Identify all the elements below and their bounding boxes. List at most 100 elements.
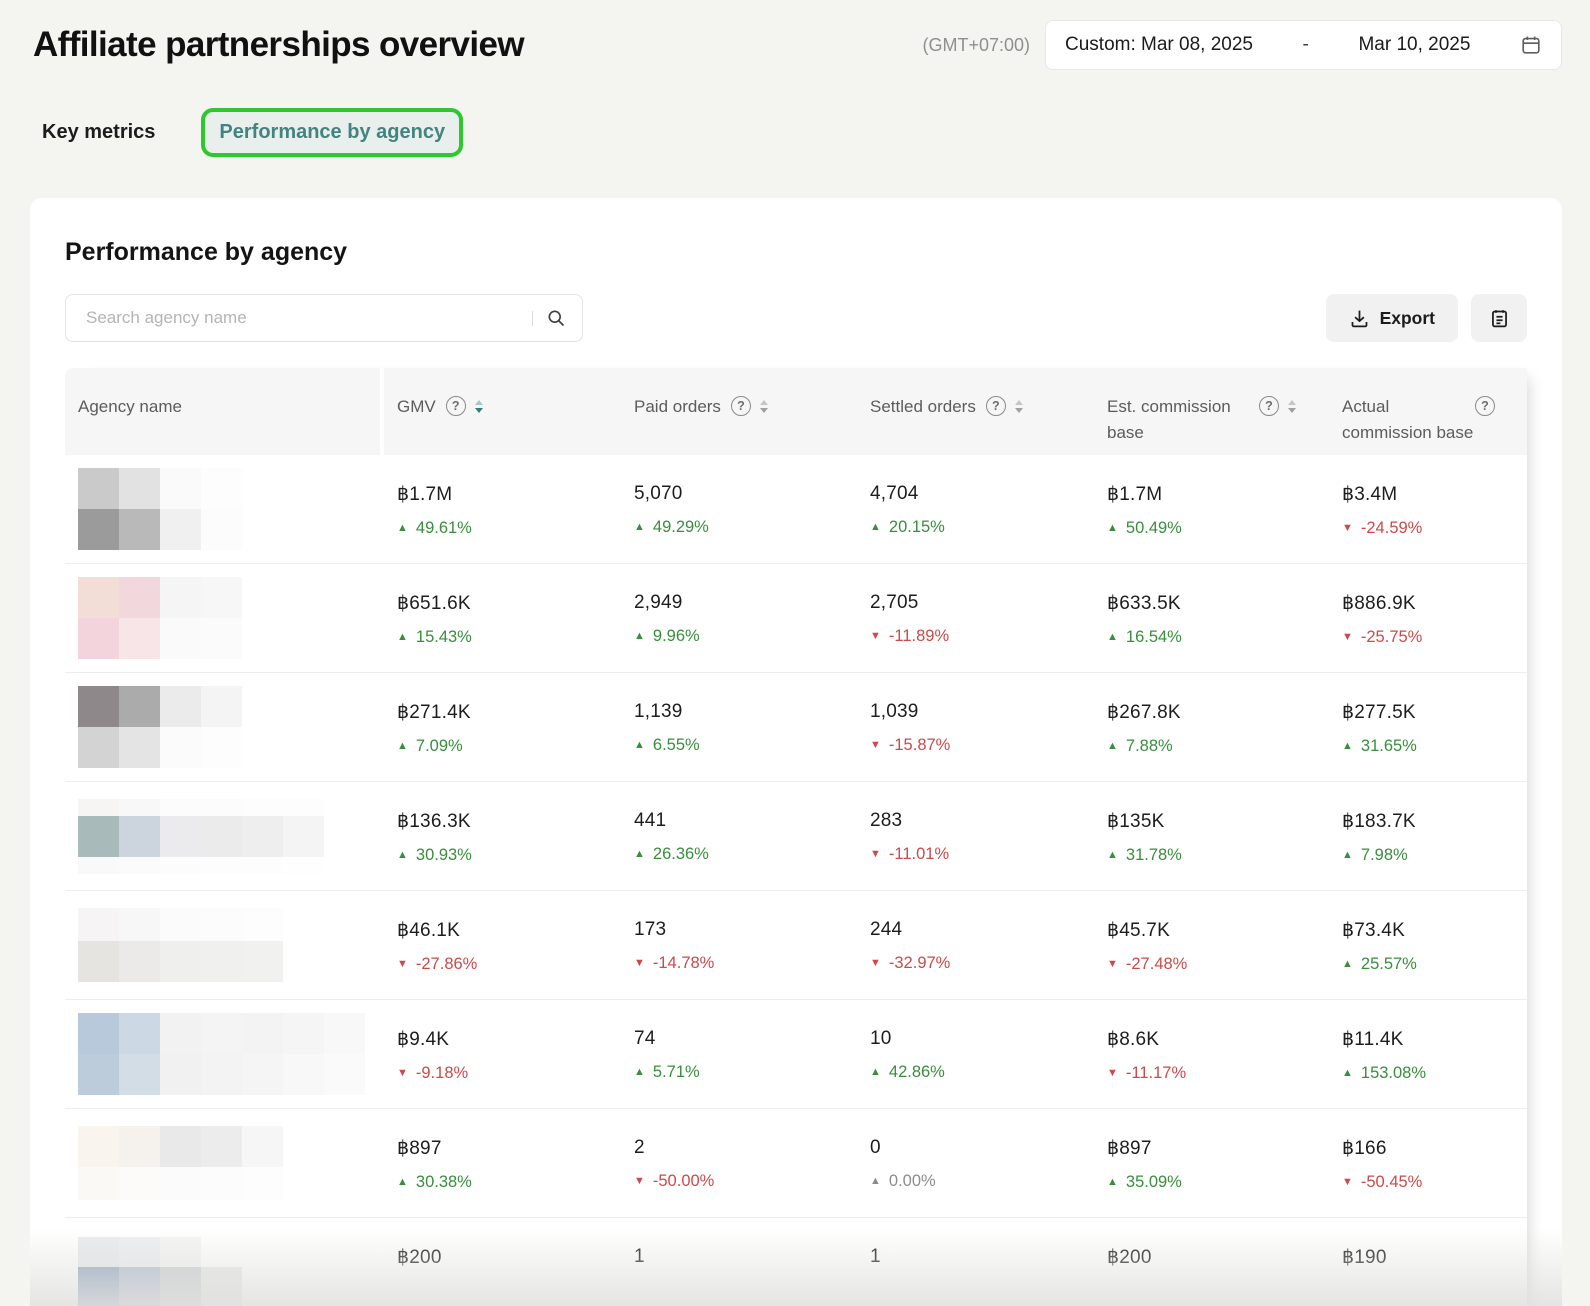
metric-value: ฿9.4K bbox=[397, 1029, 450, 1050]
help-icon[interactable]: ? bbox=[1259, 396, 1279, 416]
download-icon bbox=[1351, 310, 1367, 327]
arrow-down-icon: ▼ bbox=[1342, 1176, 1353, 1188]
blurred-agency-name bbox=[78, 798, 324, 874]
metric-delta: ▼ -27.48% bbox=[1107, 955, 1321, 974]
arrow-up-icon: ▲ bbox=[1342, 740, 1353, 752]
metric-value: ฿277.5K bbox=[1342, 702, 1416, 723]
arrow-up-icon: ▲ bbox=[634, 848, 645, 860]
actual-commission-base-cell: ฿3.4M ▼ -24.59% bbox=[1329, 455, 1527, 563]
metric-delta: ▲ 31.78% bbox=[1107, 846, 1321, 865]
column-header-est-commission-base[interactable]: Est. commission base? bbox=[1094, 368, 1329, 455]
settled-orders-cell: 2,705 ▼ -11.89% bbox=[857, 564, 1094, 672]
column-header-gmv[interactable]: GMV? bbox=[384, 368, 621, 455]
column-header-icons: ? bbox=[1259, 396, 1296, 416]
delta-percent: -24.59% bbox=[1360, 519, 1423, 537]
sort-icon[interactable] bbox=[759, 399, 768, 413]
agency-name-cell bbox=[65, 455, 384, 563]
delta-percent: 31.65% bbox=[1360, 737, 1417, 755]
arrow-down-icon: ▼ bbox=[1107, 958, 1118, 970]
metric-value: 1,039 bbox=[870, 701, 919, 722]
metric-delta: ▲ 35.09% bbox=[1107, 1173, 1321, 1192]
export-button[interactable]: Export bbox=[1325, 294, 1458, 342]
gmv-cell: ฿136.3K ▲ 30.93% bbox=[384, 782, 621, 890]
panel-title: Performance by agency bbox=[65, 238, 348, 266]
actual-commission-base-cell: ฿11.4K ▲ 153.08% bbox=[1329, 1000, 1527, 1108]
metric-value: ฿183.7K bbox=[1342, 811, 1416, 832]
search-icon[interactable] bbox=[546, 308, 566, 328]
sort-icon[interactable] bbox=[1014, 399, 1023, 413]
arrow-up-icon: ▲ bbox=[1342, 958, 1353, 970]
delta-percent: 25.57% bbox=[1360, 955, 1417, 973]
paid-orders-cell: 2 ▼ -50.00% bbox=[621, 1109, 857, 1217]
delta-percent: 30.38% bbox=[415, 1173, 472, 1191]
tab-key-metrics[interactable]: Key metrics bbox=[42, 121, 156, 143]
arrow-up-icon: ▲ bbox=[870, 1066, 881, 1078]
column-label: Settled orders bbox=[870, 397, 976, 416]
est-commission-base-cell: ฿200 bbox=[1094, 1218, 1329, 1306]
arrow-up-icon: ▲ bbox=[397, 631, 408, 643]
arrow-down-icon: ▼ bbox=[634, 1175, 645, 1187]
metric-delta: ▲ 16.54% bbox=[1107, 628, 1321, 647]
metric-delta: ▼ -11.89% bbox=[870, 627, 1086, 646]
blurred-agency-name bbox=[78, 908, 283, 982]
blurred-agency-name bbox=[78, 1013, 365, 1095]
metric-delta: ▼ -25.75% bbox=[1342, 628, 1519, 647]
tab-performance-by-agency[interactable]: Performance by agency bbox=[219, 121, 446, 143]
table-header: Agency name GMV? Paid orders? Settled order… bbox=[65, 368, 1527, 455]
metric-value: ฿651.6K bbox=[397, 593, 471, 614]
est-commission-base-cell: ฿8.6K ▼ -11.17% bbox=[1094, 1000, 1329, 1108]
settled-orders-cell: 244 ▼ -32.97% bbox=[857, 891, 1094, 999]
help-icon[interactable]: ? bbox=[445, 396, 466, 416]
sort-icon[interactable] bbox=[474, 399, 483, 413]
delta-percent: 31.78% bbox=[1125, 846, 1182, 864]
delta-percent: 20.15% bbox=[888, 518, 945, 536]
metric-delta: ▼ -15.87% bbox=[870, 736, 1086, 755]
arrow-down-icon: ▼ bbox=[634, 957, 645, 969]
column-header-settled-orders[interactable]: Settled orders? bbox=[857, 368, 1094, 455]
metric-value: ฿166 bbox=[1342, 1138, 1387, 1159]
search-input[interactable] bbox=[66, 295, 532, 341]
blurred-agency-name bbox=[78, 577, 242, 659]
arrow-up-icon: ▲ bbox=[397, 740, 408, 752]
table-body: ฿1.7M ▲ 49.61% 5,070 ▲ 49.29% 4,704 ▲ 20.15% ฿1.7… bbox=[65, 455, 1527, 1306]
metric-value: ฿135K bbox=[1107, 811, 1165, 832]
actual-commission-base-cell: ฿183.7K ▲ 7.98% bbox=[1329, 782, 1527, 890]
metric-delta: ▲ 15.43% bbox=[397, 628, 613, 647]
metric-value: 1,139 bbox=[634, 701, 683, 722]
clipboard-icon bbox=[1491, 309, 1507, 327]
sort-icon[interactable] bbox=[1288, 399, 1296, 413]
metric-value: ฿897 bbox=[397, 1138, 442, 1159]
settled-orders-cell: 1 bbox=[857, 1218, 1094, 1306]
metric-value: 10 bbox=[870, 1028, 892, 1049]
arrow-up-icon: ▲ bbox=[870, 521, 881, 533]
help-icon[interactable]: ? bbox=[730, 396, 751, 416]
arrow-down-icon: ▼ bbox=[870, 848, 881, 860]
scrollable-header-group: GMV? Paid orders? Settled orders? Est. comm… bbox=[384, 368, 1527, 455]
tab-highlight-box: Performance by agency bbox=[201, 108, 464, 157]
metric-delta: ▲ 0.00% bbox=[870, 1172, 1086, 1191]
table-actions: Export bbox=[1325, 294, 1527, 342]
date-range-picker[interactable]: Custom: Mar 08, 2025 - Mar 10, 2025 bbox=[1045, 20, 1562, 70]
metric-value: 283 bbox=[870, 810, 903, 831]
help-icon[interactable]: ? bbox=[985, 396, 1006, 416]
metric-value: 441 bbox=[634, 810, 667, 831]
arrow-up-icon: ▲ bbox=[634, 630, 645, 642]
delta-percent: -50.00% bbox=[652, 1172, 715, 1190]
table-row: ฿200 1 1 ฿200 ฿190 bbox=[65, 1218, 1527, 1306]
actual-commission-base-cell: ฿73.4K ▲ 25.57% bbox=[1329, 891, 1527, 999]
metric-value: ฿200 bbox=[397, 1247, 442, 1268]
metric-delta: ▼ -14.78% bbox=[634, 954, 849, 973]
column-header-paid-orders[interactable]: Paid orders? bbox=[621, 368, 857, 455]
help-icon[interactable]: ? bbox=[1475, 396, 1495, 416]
settled-orders-cell: 1,039 ▼ -15.87% bbox=[857, 673, 1094, 781]
arrow-down-icon: ▼ bbox=[1107, 1067, 1118, 1079]
delta-percent: -27.48% bbox=[1125, 955, 1188, 973]
report-list-button[interactable] bbox=[1471, 294, 1527, 342]
tab-bar: Key metrics Performance by agency bbox=[42, 108, 1590, 157]
metric-value: 4,704 bbox=[870, 483, 919, 504]
agency-name-cell bbox=[65, 673, 384, 781]
metric-value: ฿190 bbox=[1342, 1247, 1387, 1268]
gmv-cell: ฿651.6K ▲ 15.43% bbox=[384, 564, 621, 672]
metric-value: ฿1.7M bbox=[397, 484, 453, 505]
arrow-up-icon: ▲ bbox=[634, 739, 645, 751]
